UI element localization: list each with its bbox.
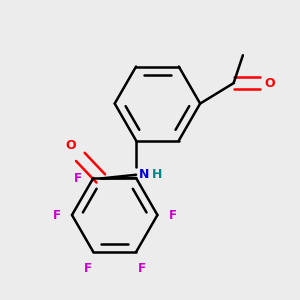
Text: F: F: [74, 172, 82, 184]
Text: H: H: [152, 168, 162, 182]
Text: F: F: [84, 262, 92, 275]
Text: F: F: [169, 208, 177, 221]
Text: F: F: [53, 208, 61, 221]
Text: F: F: [138, 262, 146, 275]
Text: O: O: [65, 140, 76, 152]
Text: N: N: [139, 168, 149, 182]
Text: O: O: [264, 76, 275, 90]
